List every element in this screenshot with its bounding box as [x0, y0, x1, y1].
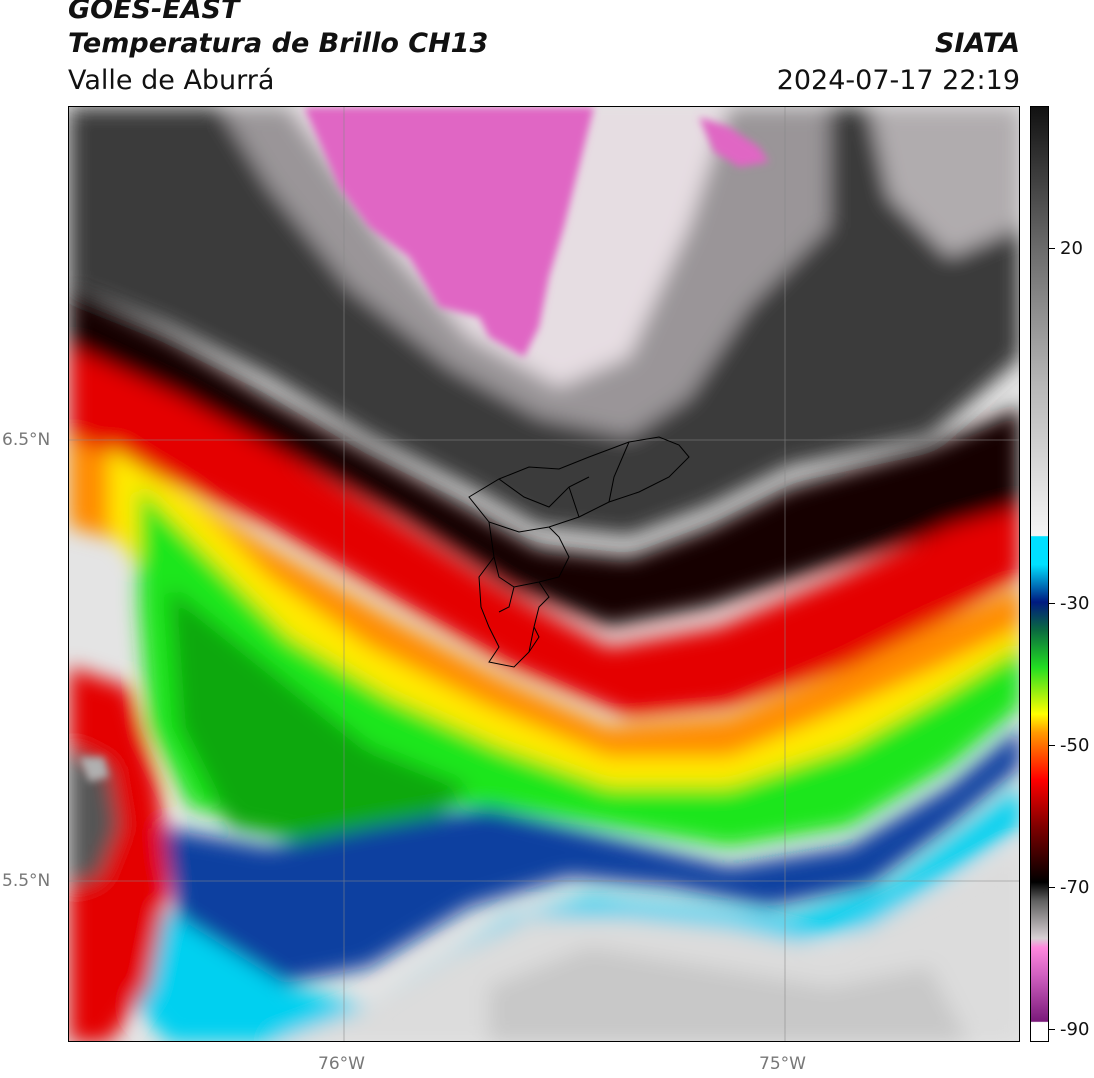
temperature-colorbar: [1030, 106, 1049, 1042]
title-satellite: GOES-EAST: [68, 0, 240, 25]
title-product: Temperatura de Brillo CH13: [68, 28, 489, 59]
colorbar-label-minus30: -30: [1060, 593, 1090, 614]
title-datetime: 2024-07-17 22:19: [776, 65, 1020, 96]
colorbar-tick-20: [1049, 248, 1055, 249]
map-canvas: [69, 107, 1019, 1041]
colorbar-label-minus70: -70: [1060, 877, 1090, 898]
title-region: Valle de Aburrá: [68, 65, 275, 96]
colorbar-label-minus50: -50: [1060, 735, 1090, 756]
lon-label-75: 75°W: [759, 1054, 806, 1074]
colorbar-tick-minus50: [1049, 745, 1055, 746]
colorbar-tick-minus30: [1049, 603, 1055, 604]
colorbar-label-20: 20: [1060, 238, 1083, 259]
colorbar-label-minus90: -90: [1060, 1019, 1090, 1040]
lat-label-5-5: 5.5°N: [2, 871, 51, 891]
lon-label-76: 76°W: [318, 1054, 365, 1074]
brightness-temperature-map: [68, 106, 1020, 1042]
title-source: SIATA: [934, 28, 1020, 59]
cold-cloud-tops: [79, 107, 769, 782]
colorbar-tick-minus70: [1049, 887, 1055, 888]
graticule: [69, 107, 1019, 1041]
colorbar-gradient: [1031, 107, 1048, 1041]
colorbar-tick-minus90: [1049, 1029, 1055, 1030]
municipality-boundaries: [468, 436, 690, 668]
lat-label-6-5: 6.5°N: [2, 430, 51, 450]
